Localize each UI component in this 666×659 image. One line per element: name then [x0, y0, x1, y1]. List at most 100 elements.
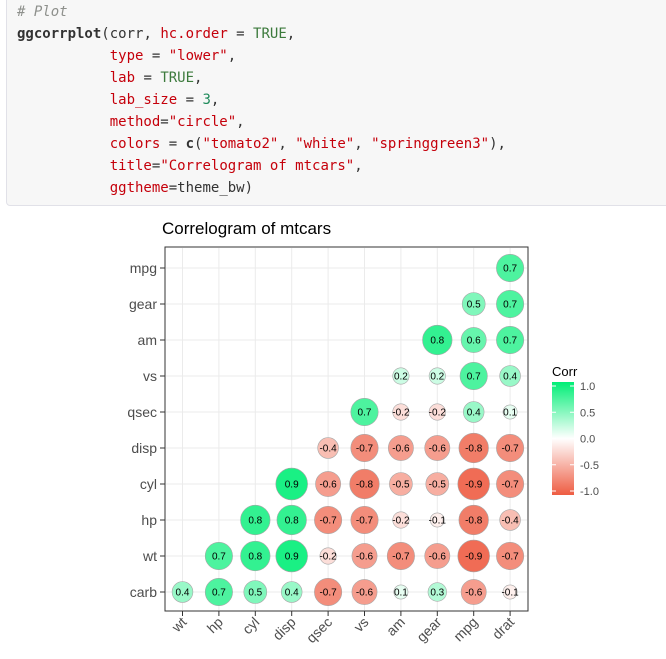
cell-label-disp-cyl: 0.9: [285, 480, 299, 491]
cell-label-cyl-carb: 0.5: [248, 588, 262, 599]
cell-label-vs-wt: -0.6: [356, 552, 374, 563]
x-tick-label-vs: vs: [350, 614, 371, 635]
cell-circle-qsec-hp: [314, 505, 343, 534]
cell-circle-mpg-am: [460, 327, 487, 353]
code-value-ggtheme: theme_bw): [177, 180, 254, 196]
y-tick-label-am: am: [138, 332, 157, 348]
cell-label-drat-carb: -0.1: [501, 588, 519, 599]
cell-label-am-cyl: -0.5: [392, 480, 410, 491]
cell-circle-am-cyl: [389, 472, 413, 496]
y-tick-label-vs: vs: [143, 368, 157, 384]
code-function: ggcorrplot: [17, 26, 102, 42]
cell-label-drat-disp: -0.7: [501, 444, 519, 455]
cell-circle-qsec-wt: [319, 547, 337, 565]
cell-label-mpg-qsec: 0.4: [467, 408, 481, 419]
cell-label-mpg-gear: 0.5: [467, 300, 481, 311]
cell-label-vs-carb: -0.6: [356, 588, 374, 599]
code-param-method: method: [109, 114, 161, 130]
x-tick-label-disp: disp: [269, 614, 299, 644]
cell-label-am-carb: 0.1: [394, 588, 408, 599]
legend-tick-label: 0.5: [580, 407, 595, 419]
cell-label-gear-wt: -0.6: [429, 552, 447, 563]
code-value-method: "circle": [168, 114, 237, 130]
cell-circle-drat-qsec: [502, 404, 518, 420]
cell-circle-mpg-disp: [458, 432, 489, 464]
cell-circle-drat-gear: [496, 290, 525, 319]
cell-circle-drat-disp: [496, 434, 525, 463]
legend-tick-label: 1.0: [580, 381, 595, 393]
x-tick-label-cyl: cyl: [239, 614, 262, 637]
cell-circle-mpg-vs: [459, 362, 488, 391]
cell-label-gear-vs: 0.2: [430, 372, 444, 383]
code-eq: =: [227, 26, 254, 42]
cell-label-mpg-cyl: -0.9: [465, 480, 483, 491]
code-value-hc-order: TRUE: [253, 26, 287, 42]
correlation-cells: 0.4 0.7 0.5 0.4 -0.7 -0.6 0.1 0.3 -0.6 -0.1 0.7 0.8…: [171, 253, 525, 606]
cell-label-disp-carb: 0.4: [285, 588, 299, 599]
cell-label-wt-carb: 0.4: [176, 588, 190, 599]
cell-label-am-qsec: -0.2: [392, 408, 410, 419]
cell-label-disp-wt: 0.9: [285, 552, 299, 563]
cell-circle-gear-disp: [424, 435, 451, 461]
cell-circle-cyl-hp: [240, 504, 271, 536]
code-text: # Plot ggcorrplot(corr, hc.order = TRUE,…: [17, 1, 506, 199]
x-tick-label-drat: drat: [489, 614, 517, 642]
cell-circle-gear-carb: [427, 582, 447, 602]
code-param-hc-order: hc.order: [160, 26, 228, 42]
y-tick-label-disp: disp: [131, 440, 157, 456]
legend-ticks: 1.0 0.5 0.0 -0.5 -1.0: [552, 381, 599, 498]
chart-title: Correlogram of mtcars: [162, 219, 331, 238]
code-param-colors: colors: [109, 136, 161, 152]
cell-circle-disp-wt: [275, 539, 308, 573]
x-tick-label-am: am: [383, 614, 408, 639]
code-eq: =: [168, 180, 178, 196]
cell-circle-disp-carb: [281, 581, 303, 603]
cell-circle-drat-am: [496, 326, 525, 355]
cell-circle-vs-hp: [350, 505, 379, 534]
code-comma: ,: [227, 48, 237, 64]
code-param-lab-size: lab_size: [109, 92, 178, 108]
code-paren: ),: [489, 136, 506, 152]
cell-circle-gear-hp: [429, 512, 445, 528]
code-value-color-low: "tomato2": [202, 136, 279, 152]
code-param-title: title: [109, 158, 152, 174]
code-param-type: type: [109, 48, 144, 64]
legend-colorbar: [552, 382, 574, 495]
code-sep: ,: [354, 136, 372, 152]
cell-circle-mpg-gear: [461, 292, 486, 316]
legend: Corr 1.0 0.5 0.0 -0.5 -1.0: [552, 364, 599, 498]
cell-label-drat-mpg: 0.7: [503, 264, 517, 275]
y-tick-label-mpg: mpg: [130, 260, 157, 276]
code-value-lab-size: 3: [202, 92, 211, 108]
cell-circle-drat-mpg: [496, 253, 525, 282]
code-paren: (: [194, 136, 203, 152]
cell-circle-gear-vs: [428, 367, 446, 385]
correlogram-chart: Correlogram of mtcars 0.4 0.7 0.5 0.4 -0.7 -0…: [127, 219, 599, 646]
y-tick-label-hp: hp: [141, 512, 157, 528]
legend-tick-label: -0.5: [580, 460, 599, 472]
cell-label-gear-qsec: -0.2: [429, 408, 447, 419]
cell-label-drat-vs: 0.4: [503, 372, 517, 383]
cell-label-mpg-disp: -0.8: [465, 444, 483, 455]
y-tick-label-carb: carb: [130, 584, 157, 600]
cell-circle-am-vs: [392, 367, 410, 385]
cell-circle-mpg-wt: [457, 539, 490, 573]
cell-label-hp-wt: 0.7: [212, 552, 226, 563]
code-arg: (corr,: [101, 26, 161, 42]
cell-label-am-wt: -0.7: [392, 552, 410, 563]
y-tick-label-gear: gear: [129, 296, 157, 312]
cell-label-mpg-vs: 0.7: [467, 372, 481, 383]
cell-label-disp-hp: 0.8: [285, 516, 299, 527]
code-sep: ,: [278, 136, 296, 152]
code-eq: =: [151, 158, 161, 174]
cell-circle-mpg-carb: [460, 579, 487, 605]
cell-label-qsec-wt: -0.2: [319, 552, 337, 563]
code-eq: =: [160, 114, 169, 130]
cell-label-drat-gear: 0.7: [503, 300, 517, 311]
legend-title: Corr: [552, 364, 578, 379]
x-tick-label-mpg: mpg: [450, 614, 481, 645]
cell-circle-drat-hp: [499, 509, 521, 531]
cell-circle-am-hp: [392, 511, 410, 529]
cell-label-qsec-hp: -0.7: [319, 516, 337, 527]
cell-circle-disp-hp: [276, 504, 307, 536]
